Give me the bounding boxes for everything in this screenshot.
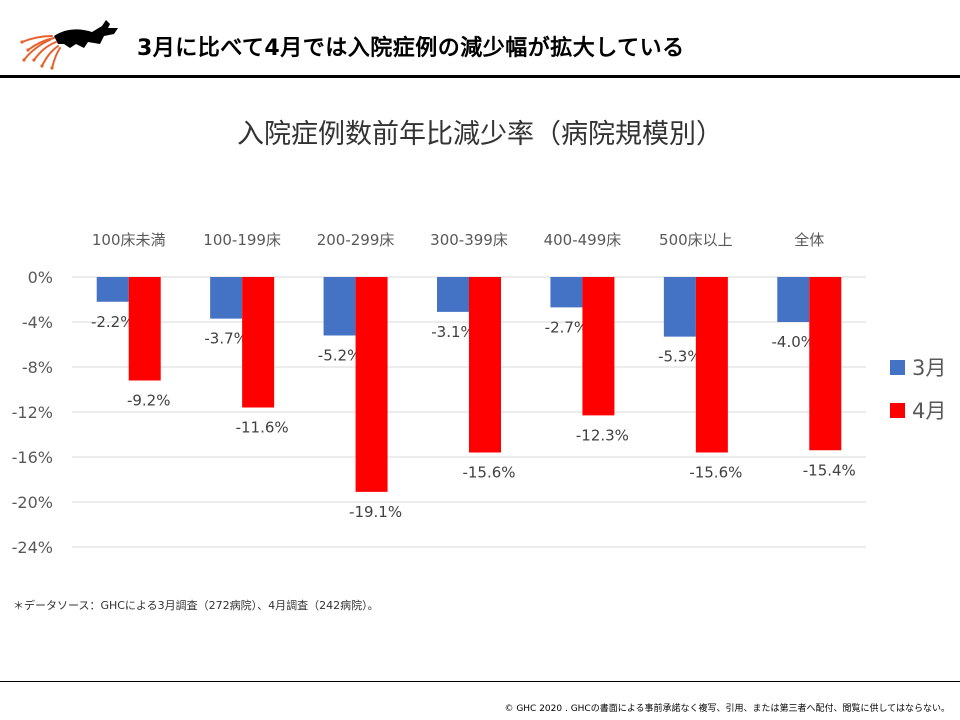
bar-march [437,277,469,312]
category-label: 300-399床 [430,231,508,249]
data-label-march: -2.7% [545,318,589,336]
legend-label: 4月 [912,399,946,423]
y-tick-label: -8% [22,358,53,377]
footer-divider [0,681,960,682]
bar-april [809,277,842,451]
bar-march [777,277,810,322]
bar-march [550,277,583,308]
data-label-march: -3.1% [431,323,475,341]
bar-chart: 0% -4% -8% -12% -16% -20% -24% 100床未満 100-199床 20… [12,231,947,557]
bar-april [128,277,161,381]
data-label-april: -19.1% [349,503,402,521]
legend-swatch [890,403,905,418]
data-label-april: -15.6% [462,464,515,482]
bar-april [242,277,275,408]
data-label-april: -11.6% [236,419,289,437]
y-tick-label: -20% [12,493,53,512]
copyright-notice: © GHC 2020 . GHCの書面による事前承諾なく複写、引用、または第三者… [504,704,950,714]
data-label-april: -9.2% [127,392,171,410]
header-divider [0,75,960,78]
legend-label: 3月 [912,356,946,380]
y-tick-label: -12% [12,403,53,422]
bar-march [210,277,243,319]
data-label-march: -4.0% [772,333,816,351]
y-tick-label: -24% [12,538,53,557]
category-label: 200-299床 [317,231,395,249]
category-label: 100床未満 [92,231,166,249]
source-note: ＊データソース：GHCによる3月調査（272病院）、4月調査（242病院）。 [13,599,379,612]
bar-april [355,277,388,492]
slide-header: 3月に比べて4月では入院症例の減少幅が拡大している [0,0,960,78]
data-label-march: -5.3% [658,348,702,366]
y-tick-label: 0% [28,268,53,287]
category-label: 全体 [794,231,824,249]
bar-april [582,277,615,416]
bar-march [323,277,356,336]
category-label: 400-499床 [544,231,622,249]
bar-march [663,277,696,337]
data-label-april: -15.6% [689,464,742,482]
running-dog-logo-icon [20,20,118,70]
data-label-april: -15.4% [803,461,856,479]
bar-april [469,277,501,453]
slide-title: 3月に比べて4月では入院症例の減少幅が拡大している [137,36,685,61]
data-label-march: -3.7% [204,330,248,348]
data-label-april: -12.3% [576,426,629,444]
data-label-march: -2.2% [91,313,135,331]
data-label-march: -5.2% [318,347,362,365]
legend-swatch [890,360,905,375]
bar-march [96,277,129,302]
category-label: 500床以上 [659,231,733,249]
bar-april [695,277,728,453]
y-tick-label: -16% [12,448,53,467]
y-tick-label: -4% [22,313,53,332]
chart-title: 入院症例数前年比減少率（病院規模別） [237,119,723,150]
category-label: 100-199床 [203,231,281,249]
